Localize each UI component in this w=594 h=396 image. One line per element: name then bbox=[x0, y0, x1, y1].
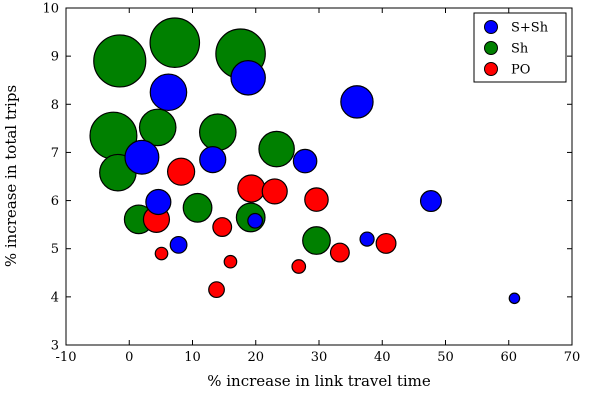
bubble-sh bbox=[258, 130, 295, 168]
legend-marker-s-sh bbox=[484, 20, 498, 34]
x-tick-label: 0 bbox=[125, 350, 133, 365]
y-axis-title: % increase in total trips bbox=[2, 85, 20, 267]
y-tick-label: 7 bbox=[51, 146, 59, 161]
bubble-s-sh bbox=[247, 212, 263, 229]
bubble-s-sh bbox=[124, 139, 160, 175]
y-tick-label: 8 bbox=[51, 98, 59, 113]
bubble-po bbox=[375, 232, 397, 254]
bubble-s-sh bbox=[419, 190, 442, 213]
bubble-sh bbox=[302, 226, 331, 255]
bubble-po bbox=[291, 259, 307, 274]
bubble-s-sh bbox=[149, 73, 188, 112]
bubble-s-sh bbox=[292, 148, 318, 174]
y-tick-label: 6 bbox=[51, 194, 59, 209]
plot-frame bbox=[65, 7, 573, 346]
bubble-sh bbox=[93, 34, 147, 88]
bubble-s-sh bbox=[508, 292, 521, 305]
x-tick-label: -10 bbox=[56, 350, 77, 365]
y-tick-label: 9 bbox=[51, 50, 59, 65]
bubble-po bbox=[154, 246, 169, 261]
x-axis-title: % increase in link travel time bbox=[207, 372, 431, 390]
legend-label-po: PO bbox=[511, 63, 530, 78]
x-tick-label: 10 bbox=[184, 350, 201, 365]
x-tick-label: 30 bbox=[311, 350, 328, 365]
y-tick-label: 5 bbox=[51, 242, 59, 257]
legend-marker-sh bbox=[484, 41, 498, 55]
bubble-po bbox=[329, 242, 350, 263]
bubble-s-sh bbox=[199, 146, 227, 174]
bubble-s-sh bbox=[169, 235, 188, 254]
legend-label-sh: Sh bbox=[511, 42, 529, 57]
bubble-sh bbox=[182, 192, 213, 223]
bubble-s-sh bbox=[230, 60, 266, 96]
bubble-po bbox=[223, 254, 238, 269]
bubble-s-sh bbox=[145, 188, 172, 216]
bubble-po bbox=[304, 187, 329, 212]
ticks-layer: -10 0 10 20 30 40 50 60 70 3 4 5 6 7 8 9 10 bbox=[42, 2, 580, 366]
x-tick-label: 40 bbox=[374, 350, 391, 365]
legend-label-s-sh: S+Sh bbox=[511, 21, 549, 36]
legend-marker-po bbox=[484, 62, 498, 76]
bubbles-layer bbox=[89, 17, 521, 305]
bubble-po bbox=[166, 157, 196, 186]
bubble-po bbox=[208, 281, 225, 299]
bubble-po bbox=[212, 217, 233, 238]
y-tick-label: 3 bbox=[51, 339, 59, 354]
x-tick-label: 60 bbox=[500, 350, 517, 365]
x-tick-label: 50 bbox=[437, 350, 454, 365]
bubble-po bbox=[237, 174, 266, 203]
y-tick-label: 10 bbox=[42, 2, 59, 17]
x-tick-label: 70 bbox=[564, 350, 581, 365]
legend: S+Sh Sh PO bbox=[473, 12, 567, 83]
bubble-s-sh bbox=[340, 85, 374, 119]
bubble-sh bbox=[138, 108, 177, 147]
bubble-sh bbox=[199, 113, 237, 152]
x-tick-label: 20 bbox=[247, 350, 264, 365]
bubble-sh bbox=[149, 17, 201, 68]
bubble-po bbox=[261, 178, 288, 205]
y-tick-label: 4 bbox=[51, 290, 59, 305]
bubble-s-sh bbox=[359, 231, 375, 247]
